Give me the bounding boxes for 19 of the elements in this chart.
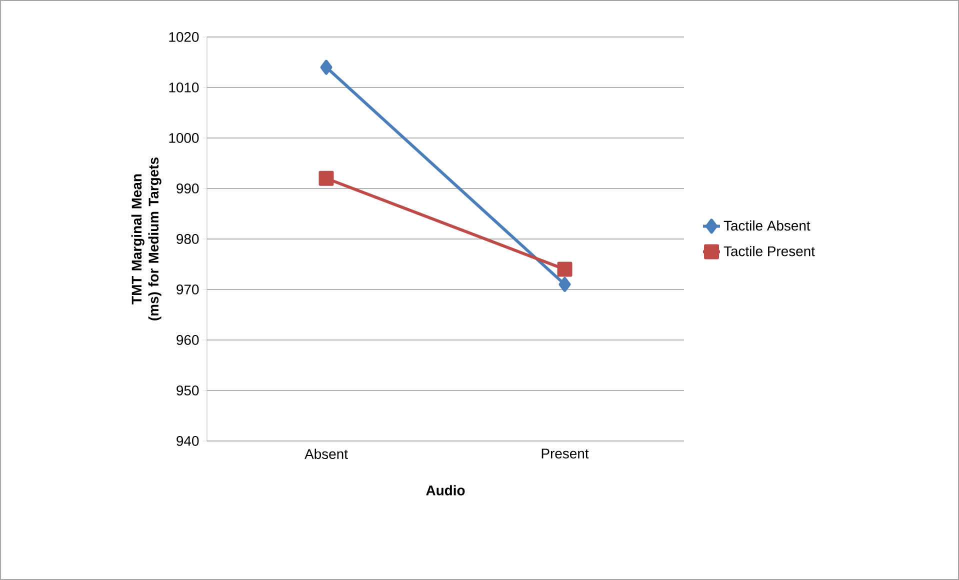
x-axis-title: Audio	[426, 485, 465, 496]
y-tick-label: 1000	[169, 133, 199, 143]
y-tick-label: 1020	[169, 32, 199, 42]
legend-label: Tactile Absent	[724, 220, 810, 231]
point	[557, 262, 572, 277]
y-tick-label: 980	[176, 234, 199, 244]
y-tick-label: 990	[176, 184, 199, 194]
point	[318, 170, 334, 186]
x-tick-label: Absent	[304, 448, 348, 460]
point	[320, 60, 332, 75]
y-tick-label: 1010	[169, 82, 199, 92]
y-tick-label: 960	[176, 335, 199, 345]
y-tick-label: 950	[176, 386, 199, 396]
legend-label: Tactile Present	[724, 246, 815, 256]
point	[558, 276, 571, 292]
y-axis-title: TMT Marginal Mean (ms) for Medium Targets	[131, 158, 162, 320]
y-tick-label: 970	[176, 284, 199, 294]
y-tick-label: 940	[176, 436, 199, 446]
x-tick-label: Present	[542, 448, 589, 458]
